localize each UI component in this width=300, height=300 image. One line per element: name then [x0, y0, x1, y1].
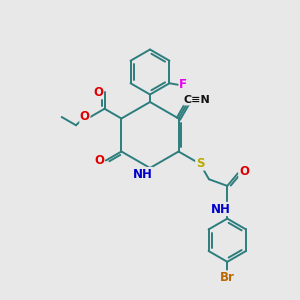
Text: O: O [80, 110, 90, 124]
Text: O: O [94, 154, 104, 167]
Text: NH: NH [212, 202, 231, 215]
Text: C≡N: C≡N [184, 95, 211, 105]
Text: O: O [239, 165, 249, 178]
Text: Br: Br [220, 271, 235, 284]
Text: S: S [196, 157, 204, 170]
Text: F: F [179, 78, 187, 91]
Text: O: O [93, 86, 103, 99]
Text: NH: NH [133, 167, 152, 181]
